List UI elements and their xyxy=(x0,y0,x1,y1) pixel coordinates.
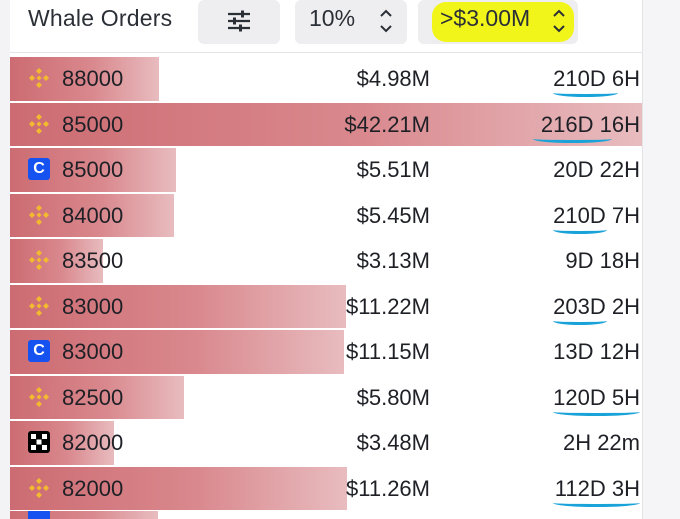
handdrawn-underline xyxy=(533,135,612,143)
order-size-bar xyxy=(10,421,114,465)
order-price: 85000 xyxy=(62,157,124,182)
left-panel-edge xyxy=(0,0,10,519)
highlighter-mark xyxy=(432,2,574,42)
order-row[interactable]: 84000 $5.45M 210D 7H xyxy=(10,193,642,239)
up-down-chevron-icon xyxy=(379,6,393,36)
order-size-bar xyxy=(10,511,158,519)
panel-title: Whale Orders xyxy=(28,5,173,31)
order-age: 20D 22H xyxy=(553,157,640,182)
order-price: 83500 xyxy=(62,248,124,273)
order-amount: $3.13M xyxy=(356,248,430,273)
whale-orders-header: Whale Orders 10% >$3.00M xyxy=(10,0,642,53)
order-amount: $11.26M xyxy=(346,475,430,501)
order-row[interactable]: 82500 $5.80M 120D 5H xyxy=(10,375,642,421)
okx-icon xyxy=(28,431,50,453)
order-price: 88000 xyxy=(62,66,124,91)
order-price: 83000 xyxy=(62,293,124,319)
order-row[interactable]: C 83000 $11.15M 13D 12H xyxy=(10,329,642,375)
order-size-bar xyxy=(10,284,346,328)
coinbase-icon: C xyxy=(28,158,50,180)
right-panel-edge xyxy=(642,0,680,519)
min-amount-select[interactable]: >$3.00M xyxy=(418,0,578,44)
order-price: 82500 xyxy=(62,384,124,410)
order-age: 9D 18H xyxy=(565,248,640,273)
binance-icon xyxy=(29,250,49,270)
order-row[interactable]: 82000 $3.48M 2H 22m xyxy=(10,420,642,466)
order-age: 203D 2H xyxy=(553,293,640,319)
depth-percent-value: 10% xyxy=(309,5,356,31)
order-age: 210D 6H xyxy=(553,66,640,91)
binance-icon xyxy=(29,386,49,407)
order-age: 216D 16H xyxy=(540,111,640,137)
binance-icon xyxy=(29,477,49,498)
order-age: 210D 7H xyxy=(553,202,640,228)
handdrawn-underline xyxy=(553,89,618,97)
binance-icon xyxy=(29,113,49,134)
binance-icon xyxy=(29,204,49,225)
order-size-bar xyxy=(10,330,344,374)
order-amount: $5.80M xyxy=(356,384,430,410)
sliders-icon xyxy=(228,10,250,32)
up-down-chevron-icon xyxy=(552,6,566,36)
order-size-bar xyxy=(10,239,103,283)
order-price: 85000 xyxy=(62,111,124,137)
order-row[interactable]: 85000 $42.21M 216D 16H xyxy=(10,102,642,148)
order-amount: $11.22M xyxy=(346,293,430,319)
order-age: 2H 22m xyxy=(562,430,640,455)
order-price: 82000 xyxy=(62,430,124,455)
handdrawn-underline xyxy=(553,499,640,507)
order-row-partial xyxy=(10,511,642,519)
binance-icon xyxy=(29,295,49,316)
min-amount-value: >$3.00M xyxy=(440,5,531,31)
order-size-bar xyxy=(10,466,347,510)
order-row[interactable]: 82000 $11.26M 112D 3H xyxy=(10,466,642,512)
order-amount: $42.21M xyxy=(344,111,430,137)
order-amount: $4.98M xyxy=(356,66,430,91)
order-age: 120D 5H xyxy=(553,384,640,410)
order-row[interactable]: C 85000 $5.51M 20D 22H xyxy=(10,147,642,193)
order-price: 83000 xyxy=(62,339,124,364)
order-age: 112D 3H xyxy=(554,475,640,501)
filter-settings-button[interactable] xyxy=(198,0,280,44)
order-amount: $5.45M xyxy=(356,202,430,228)
order-price: 82000 xyxy=(62,475,124,501)
order-amount: $11.15M xyxy=(346,339,430,364)
order-amount: $5.51M xyxy=(356,157,430,182)
handdrawn-underline xyxy=(553,317,607,325)
binance-icon xyxy=(29,68,49,88)
coinbase-icon: C xyxy=(28,340,50,362)
order-size-bar xyxy=(10,57,159,101)
order-age: 13D 12H xyxy=(553,339,640,364)
order-row[interactable]: 88000 $4.98M 210D 6H xyxy=(10,56,642,102)
order-price: 84000 xyxy=(62,202,124,228)
order-row[interactable]: 83500 $3.13M 9D 18H xyxy=(10,238,642,284)
depth-percent-select[interactable]: 10% xyxy=(295,0,407,44)
handdrawn-underline xyxy=(553,226,607,234)
whale-orders-list: 88000 $4.98M 210D 6H 85000 $42.21M 216D 16H C 8… xyxy=(10,56,642,511)
handdrawn-underline xyxy=(553,408,640,416)
order-amount: $3.48M xyxy=(356,430,430,455)
order-row[interactable]: 83000 $11.22M 203D 2H xyxy=(10,284,642,330)
coinbase-icon xyxy=(28,511,50,519)
